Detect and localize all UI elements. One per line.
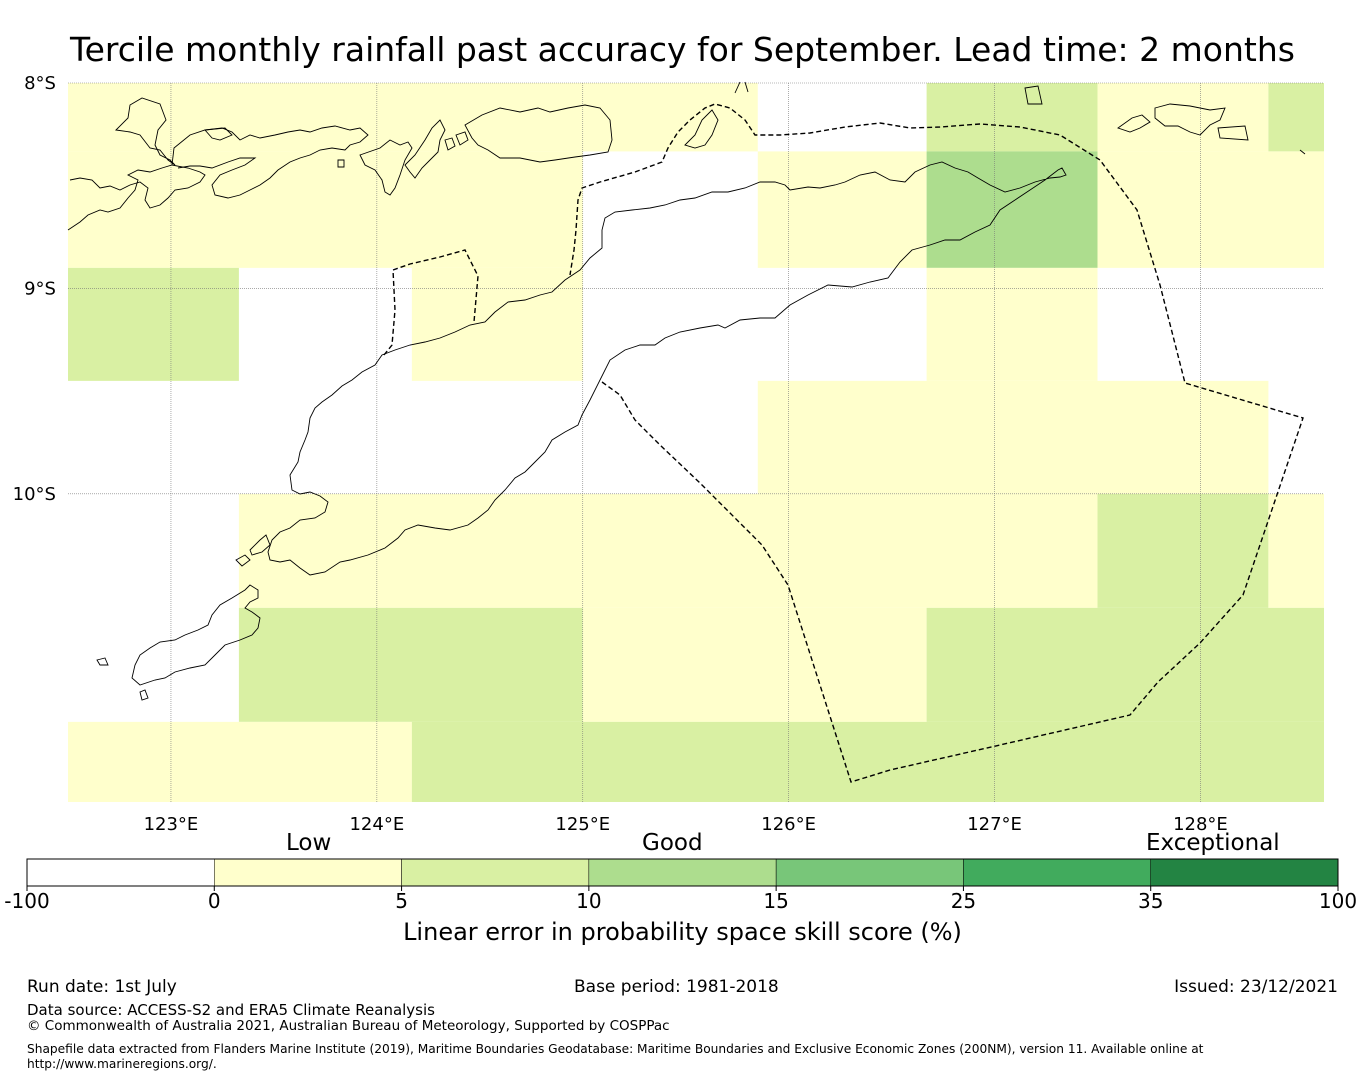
skill-cell <box>1268 493 1324 608</box>
skill-cell <box>582 607 927 722</box>
coastline-north-islands <box>464 104 613 163</box>
colorbar-tick-label: 35 <box>1138 889 1163 913</box>
skill-cell <box>68 267 239 381</box>
colorbar-label: Linear error in probability space skill … <box>403 918 962 946</box>
colorbar-category-good: Good <box>642 830 703 856</box>
colorbar-segment <box>775 858 964 887</box>
skill-cell <box>411 267 583 381</box>
skill-cell <box>926 267 1098 381</box>
skill-cell <box>68 721 412 802</box>
skill-cell <box>238 493 1098 608</box>
coastline-north-islands <box>444 137 456 151</box>
skill-cell <box>926 151 1098 268</box>
colorbar-tick-label: 0 <box>208 889 221 913</box>
skill-cell <box>68 83 758 152</box>
lon-tick-label: 125°E <box>555 814 610 835</box>
skill-cell <box>1268 83 1324 152</box>
coastline-north-islands <box>359 139 413 196</box>
maritime-boundaries <box>383 103 1304 783</box>
coastline-north-islands <box>1217 125 1249 141</box>
base-period: Base period: 1981-2018 <box>574 977 779 997</box>
coastline-north-islands <box>67 164 206 231</box>
coastline-rote <box>131 584 261 686</box>
colorbar-frame <box>26 858 1339 887</box>
coastline-north-islands <box>1024 85 1043 105</box>
skill-cell <box>238 607 583 722</box>
run-date: Run date: 1st July <box>27 977 177 997</box>
data-source: Data source: ACCESS-S2 and ERA5 Climate … <box>27 1001 435 1019</box>
colorbar-tick-label: 25 <box>951 889 976 913</box>
coastline-north-islands <box>455 131 469 146</box>
coastline-north-islands <box>1154 103 1226 136</box>
colorbar-tick-label: 5 <box>395 889 408 913</box>
skill-cell <box>1097 83 1269 152</box>
skill-cell <box>926 607 1324 722</box>
colorbar-tick-label: 100 <box>1319 889 1357 913</box>
copyright: © Commonwealth of Australia 2021, Austra… <box>27 1018 670 1034</box>
colorbar-segment <box>214 858 402 887</box>
colorbar-segment <box>1150 858 1339 887</box>
lat-tick-label: 10°S <box>13 484 56 505</box>
colorbar-tick-label: 10 <box>576 889 601 913</box>
skill-cell <box>757 380 1269 494</box>
coastline-timor <box>235 534 271 567</box>
lon-tick-label: 128°E <box>1173 814 1228 835</box>
coastline-north-islands <box>337 159 345 168</box>
skill-cell <box>411 721 1325 802</box>
colorbar-tick-label: 15 <box>763 889 788 913</box>
lon-tick-label: 123°E <box>144 814 199 835</box>
coastline-north-islands <box>684 109 719 149</box>
coastline-timor <box>267 161 1067 576</box>
lon-tick-label: 127°E <box>967 814 1022 835</box>
axis-tick-labels: 123°E 124°E 125°E 126°E 127°E 128°E 8°S 9°S 10°S <box>13 73 1228 835</box>
skill-grid-cells <box>68 83 1325 802</box>
graticule-lines <box>68 82 1324 802</box>
skill-cell <box>1097 493 1269 608</box>
shapefile-credit: Shapefile data extracted from Flanders M… <box>27 1042 1204 1056</box>
colorbar-segment <box>401 858 590 887</box>
coastline-north-islands <box>404 119 446 179</box>
colorbar-category-low: Low <box>286 830 332 856</box>
lon-tick-label: 126°E <box>761 814 816 835</box>
colorbar-tick-label: -100 <box>4 889 49 913</box>
map-title: Tercile monthly rainfall past accuracy f… <box>70 30 1295 69</box>
skill-cell <box>926 83 1098 152</box>
coastline-north-islands <box>1117 114 1151 133</box>
colorbar-category-exceptional: Exceptional <box>1146 830 1280 856</box>
maritime-boundary-oecusse <box>383 249 479 356</box>
coastline-north-islands <box>734 81 749 94</box>
colorbar-segment <box>963 858 1151 887</box>
coastline-rote <box>96 657 149 701</box>
colorbar: -100 0 5 10 15 25 35 100 <box>4 858 1357 913</box>
maritime-boundary-timor-leste <box>569 103 1304 783</box>
coastline-north-islands <box>171 125 369 199</box>
issued-date: Issued: 23/12/2021 <box>1174 977 1338 997</box>
lon-tick-label: 124°E <box>349 814 404 835</box>
coastline-north-islands <box>1299 149 1306 155</box>
coastline-north-islands <box>115 97 176 166</box>
colorbar-segment <box>26 858 215 887</box>
skill-cell <box>1097 151 1324 268</box>
coastlines <box>67 81 1306 701</box>
lat-tick-label: 9°S <box>24 278 56 299</box>
colorbar-segment <box>588 858 777 887</box>
coastline-north-islands <box>204 127 233 141</box>
skill-cell <box>68 151 583 268</box>
shapefile-url: http://www.marineregions.org/. <box>27 1057 217 1071</box>
lat-tick-label: 8°S <box>24 73 56 94</box>
skill-cell <box>757 151 927 268</box>
